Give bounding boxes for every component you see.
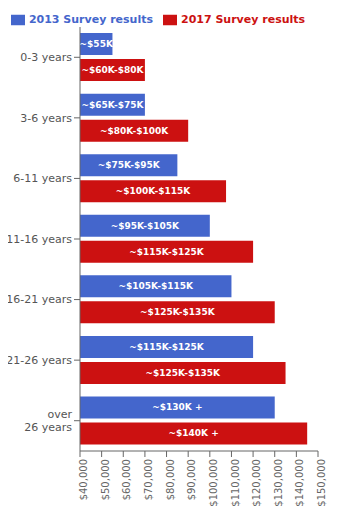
svg-text:$120,000: $120,000 [251,459,262,507]
html-text:2017 Survey results: 2017 Survey results [181,13,306,26]
svg-text:21-26 years: 21-26 years [8,354,72,367]
svg-text:$150,000: $150,000 [316,459,327,507]
svg-text:~$65K-$75K: ~$65K-$75K [81,100,144,110]
svg-text:$50,000: $50,000 [100,459,111,500]
svg-text:$80,000: $80,000 [165,459,176,500]
html-text:2013 Survey results: 2013 Survey results [28,13,153,26]
svg-text:~$130K +: ~$130K + [152,402,202,412]
svg-text:$40,000: $40,000 [78,459,89,500]
svg-text:~$80K-$100K: ~$80K-$100K [100,126,169,136]
svg-text:0-3 years: 0-3 years [20,51,72,64]
svg-text:~$125K-$135K: ~$125K-$135K [145,368,221,378]
svg-text:over26 years: over26 years [24,408,72,434]
svg-text:~$55K: ~$55K [80,39,114,49]
svg-text:$130,000: $130,000 [273,459,284,507]
svg-text:$140,000: $140,000 [294,459,305,507]
svg-text:$70,000: $70,000 [143,459,154,500]
svg-text:~$75K-$95K: ~$75K-$95K [98,160,161,170]
svg-text:$60,000: $60,000 [121,459,132,500]
svg-text:3-6 years: 3-6 years [20,112,72,125]
svg-text:~$115K-$125K: ~$115K-$125K [129,247,205,257]
svg-text:$110,000: $110,000 [230,459,241,507]
svg-text:~$100K-$115K: ~$100K-$115K [116,186,192,196]
svg-text:~$140K +: ~$140K + [168,428,218,438]
svg-text:~$60K-$80K: ~$60K-$80K [81,65,144,75]
svg-text:16-21 years: 16-21 years [8,293,72,306]
svg-text:~$115K-$125K: ~$115K-$125K [129,342,205,352]
svg-text:6-11 years: 6-11 years [13,172,72,185]
svg-text:~$125K-$135K: ~$125K-$135K [140,307,216,317]
svg-text:~$95K-$105K: ~$95K-$105K [111,221,180,231]
svg-text:$90,000: $90,000 [186,459,197,500]
svg-text:11-16 years: 11-16 years [8,233,72,246]
svg-text:~$105K-$115K: ~$105K-$115K [118,281,194,291]
svg-text:$100,000: $100,000 [208,459,219,507]
